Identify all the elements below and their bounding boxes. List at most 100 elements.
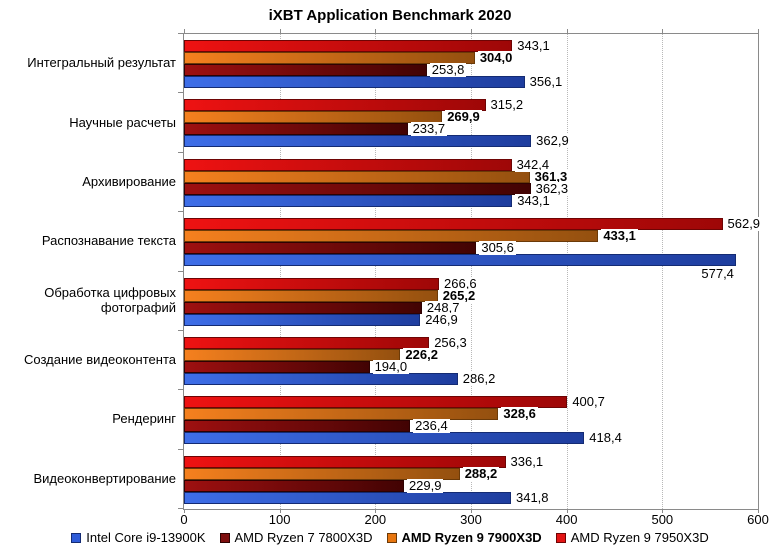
value-label: 342,4 — [514, 156, 552, 172]
axis-tick — [471, 29, 472, 33]
category-label: Распознавание текста — [41, 233, 176, 249]
bar — [184, 230, 599, 243]
category-separator-tick — [178, 449, 183, 450]
axis-tick — [375, 29, 377, 33]
value-label: 362,9 — [534, 133, 571, 149]
bar — [184, 455, 506, 468]
category-separator-tick — [178, 152, 183, 153]
bar — [184, 242, 477, 255]
value-label: 233,7 — [410, 121, 448, 137]
legend-item: Intel Core i9-13900K — [71, 530, 206, 545]
legend-label: AMD Ryzen 7 7800X3D — [234, 530, 373, 545]
axis-tick — [184, 509, 185, 513]
legend-label: Intel Core i9-13900K — [86, 530, 206, 545]
bar — [184, 135, 532, 148]
bar — [184, 170, 530, 183]
bar — [184, 348, 401, 361]
value-label: 341,8 — [513, 489, 551, 505]
gridline — [471, 34, 472, 509]
x-tick-label: 400 — [555, 512, 578, 527]
chart-title: iXBT Application Benchmark 2020 — [268, 7, 512, 24]
bar — [184, 99, 486, 112]
category-label: Рендеринг — [112, 411, 176, 427]
category-label: Научные расчеты — [69, 114, 176, 130]
bar — [184, 491, 511, 504]
value-label: 577,4 — [699, 266, 736, 282]
bar — [184, 360, 370, 373]
axis-tick — [279, 29, 281, 33]
bar — [184, 158, 512, 171]
bar — [184, 313, 421, 326]
x-tick-label: 300 — [460, 512, 482, 527]
category-label: Архивирование — [82, 173, 176, 189]
value-label: 226,2 — [403, 346, 440, 362]
legend-swatch-icon — [219, 532, 230, 543]
axis-tick — [662, 509, 664, 513]
bar — [184, 301, 422, 314]
category-label: Интегральный результат — [27, 55, 176, 71]
value-label: 356,1 — [527, 74, 565, 89]
value-label: 248,7 — [424, 299, 462, 315]
value-label: 328,6 — [501, 406, 538, 422]
value-label: 266,6 — [442, 275, 479, 291]
value-label: 194,0 — [372, 358, 410, 374]
x-tick-label: 600 — [747, 512, 769, 527]
value-label: 305,6 — [479, 240, 516, 256]
value-label: 256,3 — [432, 334, 469, 350]
bar — [184, 64, 427, 76]
category-label: Видеоконвертирование — [33, 470, 177, 486]
axis-tick — [758, 29, 759, 33]
category-label: Обработка цифровых фотографий — [44, 285, 176, 316]
category-separator-tick — [178, 508, 183, 509]
x-tick-label: 500 — [651, 512, 674, 527]
category-separator-tick — [178, 271, 183, 272]
value-label: 336,1 — [508, 453, 546, 469]
axis-tick — [471, 509, 472, 513]
gridline — [279, 34, 281, 509]
value-label: 362,3 — [533, 180, 571, 196]
x-tick-label: 200 — [364, 512, 387, 527]
plot-area: 343,1 304,0 253,8 356,1 315,2 269,9 233,7 362,9… — [183, 33, 763, 510]
gridline — [662, 34, 664, 509]
bar — [184, 467, 460, 480]
category-separator-tick — [178, 211, 183, 212]
gridline — [375, 34, 377, 509]
value-label: 343,1 — [515, 192, 552, 208]
legend-item: AMD Ryzen 7 7800X3D — [219, 530, 373, 545]
axis-tick — [279, 509, 281, 513]
x-tick-label: 100 — [268, 512, 291, 527]
legend-label: AMD Ryzen 9 7900X3D — [401, 530, 542, 545]
bar — [184, 40, 513, 52]
legend-label: AMD Ryzen 9 7950X3D — [570, 530, 709, 545]
legend-swatch-icon — [386, 532, 397, 543]
value-label: 315,2 — [488, 97, 526, 113]
value-label: 253,8 — [429, 62, 467, 77]
legend-swatch-icon — [555, 532, 566, 543]
axis-tick — [758, 509, 759, 513]
bar — [184, 372, 458, 385]
bar — [184, 76, 525, 88]
bar — [184, 396, 568, 409]
category-separator-tick — [178, 92, 183, 93]
category-separator-tick — [178, 389, 183, 390]
value-label: 361,3 — [532, 168, 570, 184]
category-label: Создание видеоконтента — [24, 352, 176, 368]
bar — [184, 52, 475, 64]
bar — [184, 420, 411, 433]
value-label: 246,9 — [423, 311, 460, 327]
value-label: 418,4 — [587, 430, 624, 446]
axis-tick — [375, 509, 377, 513]
axis-tick — [662, 29, 664, 33]
value-label: 229,9 — [406, 477, 444, 493]
value-label: 288,2 — [462, 465, 500, 481]
bar — [184, 111, 443, 124]
category-separator-tick — [178, 33, 183, 34]
value-label: 562,9 — [725, 216, 763, 232]
bar — [184, 254, 737, 267]
bar — [184, 289, 438, 302]
value-label: 286,2 — [460, 370, 498, 386]
value-label: 265,2 — [440, 287, 478, 303]
value-label: 269,9 — [445, 109, 482, 125]
legend-item: AMD Ryzen 9 7900X3D — [386, 530, 542, 545]
legend-swatch-icon — [71, 532, 82, 543]
